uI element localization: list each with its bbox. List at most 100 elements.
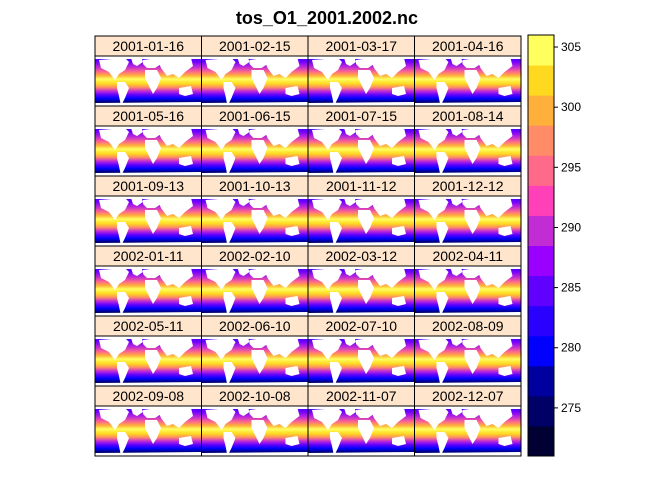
land-mask [251, 280, 268, 304]
land-mask [392, 366, 406, 376]
land-mask [356, 58, 374, 68]
panel-date-label: 2002-08-09 [432, 318, 504, 334]
chart-title: tos_O1_2001.2002.nc [236, 8, 418, 28]
colorbar-tick-label: 280 [561, 341, 581, 355]
panel: 2002-11-07 [307, 385, 415, 457]
panel-map [94, 265, 202, 317]
land-mask [370, 338, 406, 358]
land-mask [356, 268, 374, 278]
colorbar-tick-label: 290 [561, 220, 581, 234]
land-mask [436, 152, 449, 176]
map-margin [414, 336, 521, 339]
panel-grid: 2001-01-16 2001-02-15 2001-03-17 2001-04-16… [94, 35, 522, 457]
land-mask [462, 128, 481, 138]
land-mask [205, 128, 236, 150]
land-mask [450, 56, 463, 66]
land-mask [498, 226, 513, 236]
land-mask [251, 70, 268, 94]
land-mask [392, 226, 406, 236]
panel: 2002-12-07 [414, 385, 522, 457]
land-mask [356, 198, 374, 208]
land-mask [450, 406, 463, 416]
land-mask [95, 102, 201, 106]
land-mask [370, 268, 406, 288]
land-mask [145, 70, 161, 94]
land-mask [205, 58, 236, 80]
land-mask [436, 82, 449, 106]
land-mask [308, 312, 414, 316]
land-mask [476, 58, 513, 78]
land-mask [223, 152, 236, 176]
colorbar-segment [528, 95, 554, 126]
land-mask [285, 296, 300, 306]
land-mask [95, 452, 201, 456]
land-mask [450, 126, 463, 136]
land-mask [370, 58, 406, 78]
land-mask [358, 140, 374, 164]
land-mask [95, 242, 201, 246]
land-mask [249, 268, 268, 278]
panel: 2002-02-10 [201, 245, 309, 317]
panel: 2002-08-09 [414, 315, 522, 387]
land-mask [370, 128, 406, 148]
colorbar-segment [528, 425, 554, 457]
panel-date-label: 2002-10-08 [219, 388, 291, 404]
map-margin [201, 196, 308, 199]
panel-date-label: 2002-03-12 [325, 248, 397, 264]
land-mask [436, 432, 449, 456]
panel-map [201, 55, 309, 107]
land-mask [263, 128, 300, 148]
map-margin [414, 406, 521, 409]
land-mask [462, 268, 481, 278]
land-mask [436, 222, 449, 246]
panel: 2002-04-11 [414, 245, 522, 317]
map-margin [201, 126, 308, 129]
map-margin [201, 336, 308, 339]
land-mask [157, 58, 193, 78]
land-mask [358, 420, 374, 444]
map-margin [414, 196, 521, 199]
land-mask [476, 268, 513, 288]
land-mask [418, 128, 449, 150]
panel-date-label: 2001-05-16 [112, 108, 184, 124]
land-mask [418, 58, 449, 80]
land-mask [201, 312, 308, 316]
land-mask [464, 420, 481, 444]
panel-map [94, 125, 202, 177]
land-mask [344, 126, 356, 136]
land-mask [157, 408, 193, 428]
land-mask [464, 280, 481, 304]
land-mask [201, 102, 308, 106]
land-mask [249, 58, 268, 68]
panel-map [94, 335, 202, 387]
panel-date-label: 2002-09-08 [112, 388, 184, 404]
land-mask [117, 432, 129, 456]
land-mask [285, 156, 300, 166]
colorbar-tick-label: 275 [561, 401, 581, 415]
land-mask [418, 198, 449, 220]
panel-map [414, 405, 522, 457]
panel-date-label: 2001-09-13 [112, 178, 184, 194]
land-mask [462, 58, 481, 68]
land-mask [344, 56, 356, 66]
land-mask [330, 292, 342, 316]
panel-date-label: 2001-08-14 [432, 108, 504, 124]
land-mask [356, 128, 374, 138]
land-mask [157, 198, 193, 218]
land-mask [476, 128, 513, 148]
land-mask [237, 196, 250, 206]
land-mask [414, 312, 521, 316]
map-margin [308, 56, 415, 59]
panel: 2002-09-08 [94, 385, 202, 457]
land-mask [237, 336, 250, 346]
map-margin [95, 266, 202, 269]
panel-map [94, 405, 202, 457]
land-mask [99, 268, 129, 290]
panel-date-label: 2001-11-12 [326, 178, 397, 194]
land-mask [263, 268, 300, 288]
panel-date-label: 2002-05-11 [113, 318, 184, 334]
land-mask [99, 198, 129, 220]
land-mask [145, 280, 161, 304]
panel: 2001-11-12 [307, 175, 415, 247]
land-mask [392, 156, 406, 166]
